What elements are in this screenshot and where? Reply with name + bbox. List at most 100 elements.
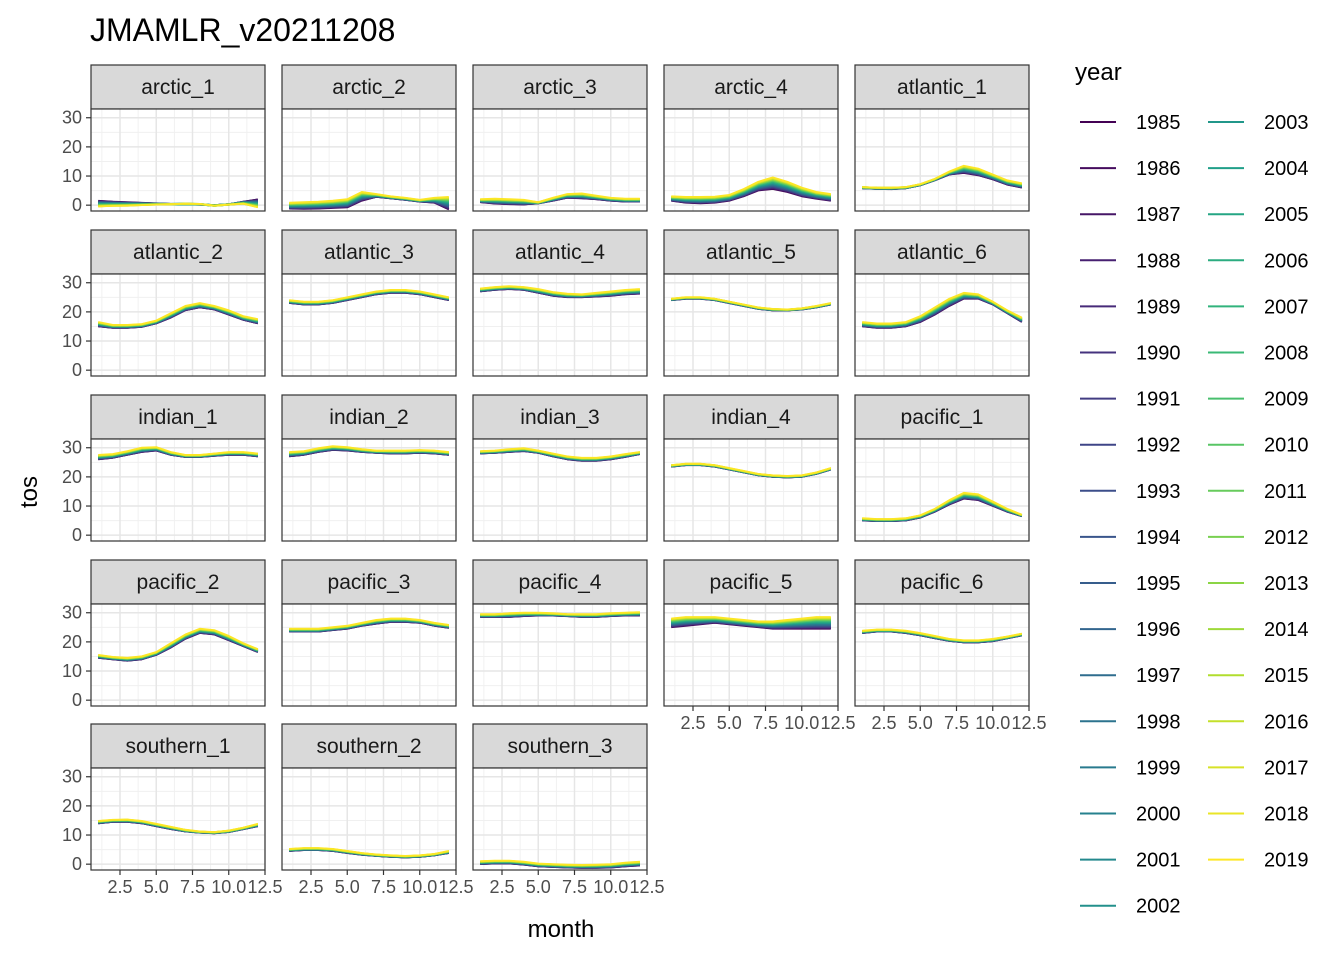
panel-border-atlantic_1	[854, 108, 1030, 212]
y-tick-label: 30	[62, 767, 82, 787]
panel-border-southern_3	[472, 767, 648, 871]
strip-arctic_3	[472, 64, 648, 110]
series-line-atlantic_3-2019	[289, 288, 449, 303]
legend-label-1986: 1986	[1136, 158, 1181, 180]
series-line-indian_3-2019	[480, 447, 640, 459]
strip-label-atlantic_5: atlantic_5	[706, 241, 796, 264]
x-tick-label: 2.5	[489, 877, 514, 897]
series-line-pacific_6-2019	[862, 628, 1022, 642]
x-tick-label: 12.5	[438, 877, 473, 897]
panel-pacific_4: pacific_4	[472, 559, 648, 707]
panel-atlantic_4: atlantic_4	[472, 229, 648, 377]
plot-area-pacific_1	[855, 439, 1029, 541]
series-line-arctic_4-2019	[671, 176, 831, 198]
legend-label-1995: 1995	[1136, 573, 1181, 595]
legend: year 1985 1986 1987 1988 1989 1990 1991 1992 199…	[1075, 59, 1309, 918]
strip-label-indian_4: indian_4	[711, 406, 791, 429]
legend-item-2003: 2003	[1208, 112, 1309, 134]
series-group-pacific_3	[289, 617, 449, 633]
series-group-pacific_2	[98, 627, 259, 662]
strip-label-southern_2: southern_2	[316, 735, 421, 758]
series-group-atlantic_2	[98, 302, 258, 329]
legend-label-1992: 1992	[1136, 435, 1181, 457]
y-tick-label: 10	[62, 825, 82, 845]
strip-label-indian_2: indian_2	[329, 406, 408, 429]
legend-item-2012: 2012	[1208, 527, 1309, 549]
panel-border-indian_1	[90, 438, 266, 542]
y-tick-label: 30	[62, 438, 82, 458]
plot-area-pacific_2	[91, 604, 265, 706]
strip-label-pacific_1: pacific_1	[901, 406, 984, 429]
legend-label-1988: 1988	[1136, 250, 1181, 272]
strip-pacific_1	[854, 394, 1030, 440]
series-group-atlantic_5	[671, 296, 831, 312]
series-line-pacific_2-2019	[98, 627, 259, 659]
plot-area-pacific_3	[282, 604, 456, 706]
strip-label-arctic_4: arctic_4	[714, 76, 788, 99]
x-tick-label: 2.5	[107, 877, 132, 897]
strip-atlantic_2	[90, 229, 266, 275]
panel-pacific_2: pacific_2 0 10 20 30	[62, 559, 266, 710]
series-group-indian_4	[671, 462, 832, 479]
strip-label-pacific_5: pacific_5	[710, 571, 793, 594]
plot-area-indian_4	[664, 439, 838, 541]
series-group-atlantic_4	[480, 285, 640, 299]
series-group-arctic_4	[671, 176, 831, 205]
x-tick-label: 12.5	[1011, 713, 1046, 733]
series-group-atlantic_1	[862, 164, 1022, 191]
series-line-southern_2-2019	[289, 847, 449, 857]
legend-item-2016: 2016	[1208, 711, 1309, 733]
legend-item-1997: 1997	[1080, 665, 1181, 687]
panel-atlantic_2: atlantic_2 0 10 20 30	[62, 229, 266, 380]
panel-border-pacific_3	[281, 603, 457, 707]
legend-label-1987: 1987	[1136, 204, 1181, 226]
strip-label-atlantic_2: atlantic_2	[133, 241, 223, 264]
strip-arctic_1	[90, 64, 266, 110]
legend-item-2002: 2002	[1080, 896, 1181, 918]
strip-label-pacific_4: pacific_4	[519, 571, 602, 594]
legend-item-2004: 2004	[1208, 158, 1309, 180]
y-tick-label: 20	[62, 467, 82, 487]
strip-label-atlantic_4: atlantic_4	[515, 241, 605, 264]
legend-label-2017: 2017	[1264, 757, 1309, 779]
strip-pacific_5	[663, 559, 839, 605]
series-group-pacific_6	[862, 628, 1022, 644]
strip-label-indian_3: indian_3	[520, 406, 599, 429]
legend-item-2006: 2006	[1208, 250, 1309, 272]
legend-item-2013: 2013	[1208, 573, 1309, 595]
x-tick-label: 7.5	[562, 877, 587, 897]
legend-label-2000: 2000	[1136, 804, 1181, 826]
strip-indian_1	[90, 394, 266, 440]
series-line-pacific_5-2019	[671, 616, 831, 623]
x-tick-label: 7.5	[371, 877, 396, 897]
panel-indian_4: indian_4	[663, 394, 839, 542]
panel-pacific_1: pacific_1	[854, 394, 1030, 542]
series-line-pacific_3-2019	[289, 617, 449, 630]
series-line-southern_3-2019	[480, 859, 640, 866]
strip-indian_3	[472, 394, 648, 440]
legend-label-2007: 2007	[1264, 296, 1309, 318]
strip-label-atlantic_6: atlantic_6	[897, 241, 987, 264]
panel-border-atlantic_5	[663, 273, 839, 377]
legend-item-1990: 1990	[1080, 343, 1181, 365]
legend-item-1987: 1987	[1080, 204, 1181, 226]
strip-label-atlantic_1: atlantic_1	[897, 76, 987, 99]
legend-label-2019: 2019	[1264, 850, 1309, 872]
panel-border-arctic_3	[472, 108, 648, 212]
y-axis-title: tos	[16, 476, 43, 508]
x-tick-label: 10.0	[975, 713, 1010, 733]
x-tick-label: 10.0	[211, 877, 246, 897]
x-tick-label: 5.0	[526, 877, 551, 897]
plot-area-pacific_4	[473, 604, 647, 706]
legend-label-1989: 1989	[1136, 296, 1181, 318]
x-tick-label: 10.0	[784, 713, 819, 733]
panel-indian_3: indian_3	[472, 394, 648, 542]
series-group-pacific_4	[480, 611, 640, 618]
panel-arctic_2: arctic_2	[281, 64, 457, 212]
chart-title: JMAMLR_v20211208	[90, 12, 395, 48]
y-tick-label: 10	[62, 496, 82, 516]
y-tick-label: 30	[62, 108, 82, 128]
y-tick-label: 10	[62, 661, 82, 681]
series-line-indian_2-2019	[289, 445, 449, 453]
